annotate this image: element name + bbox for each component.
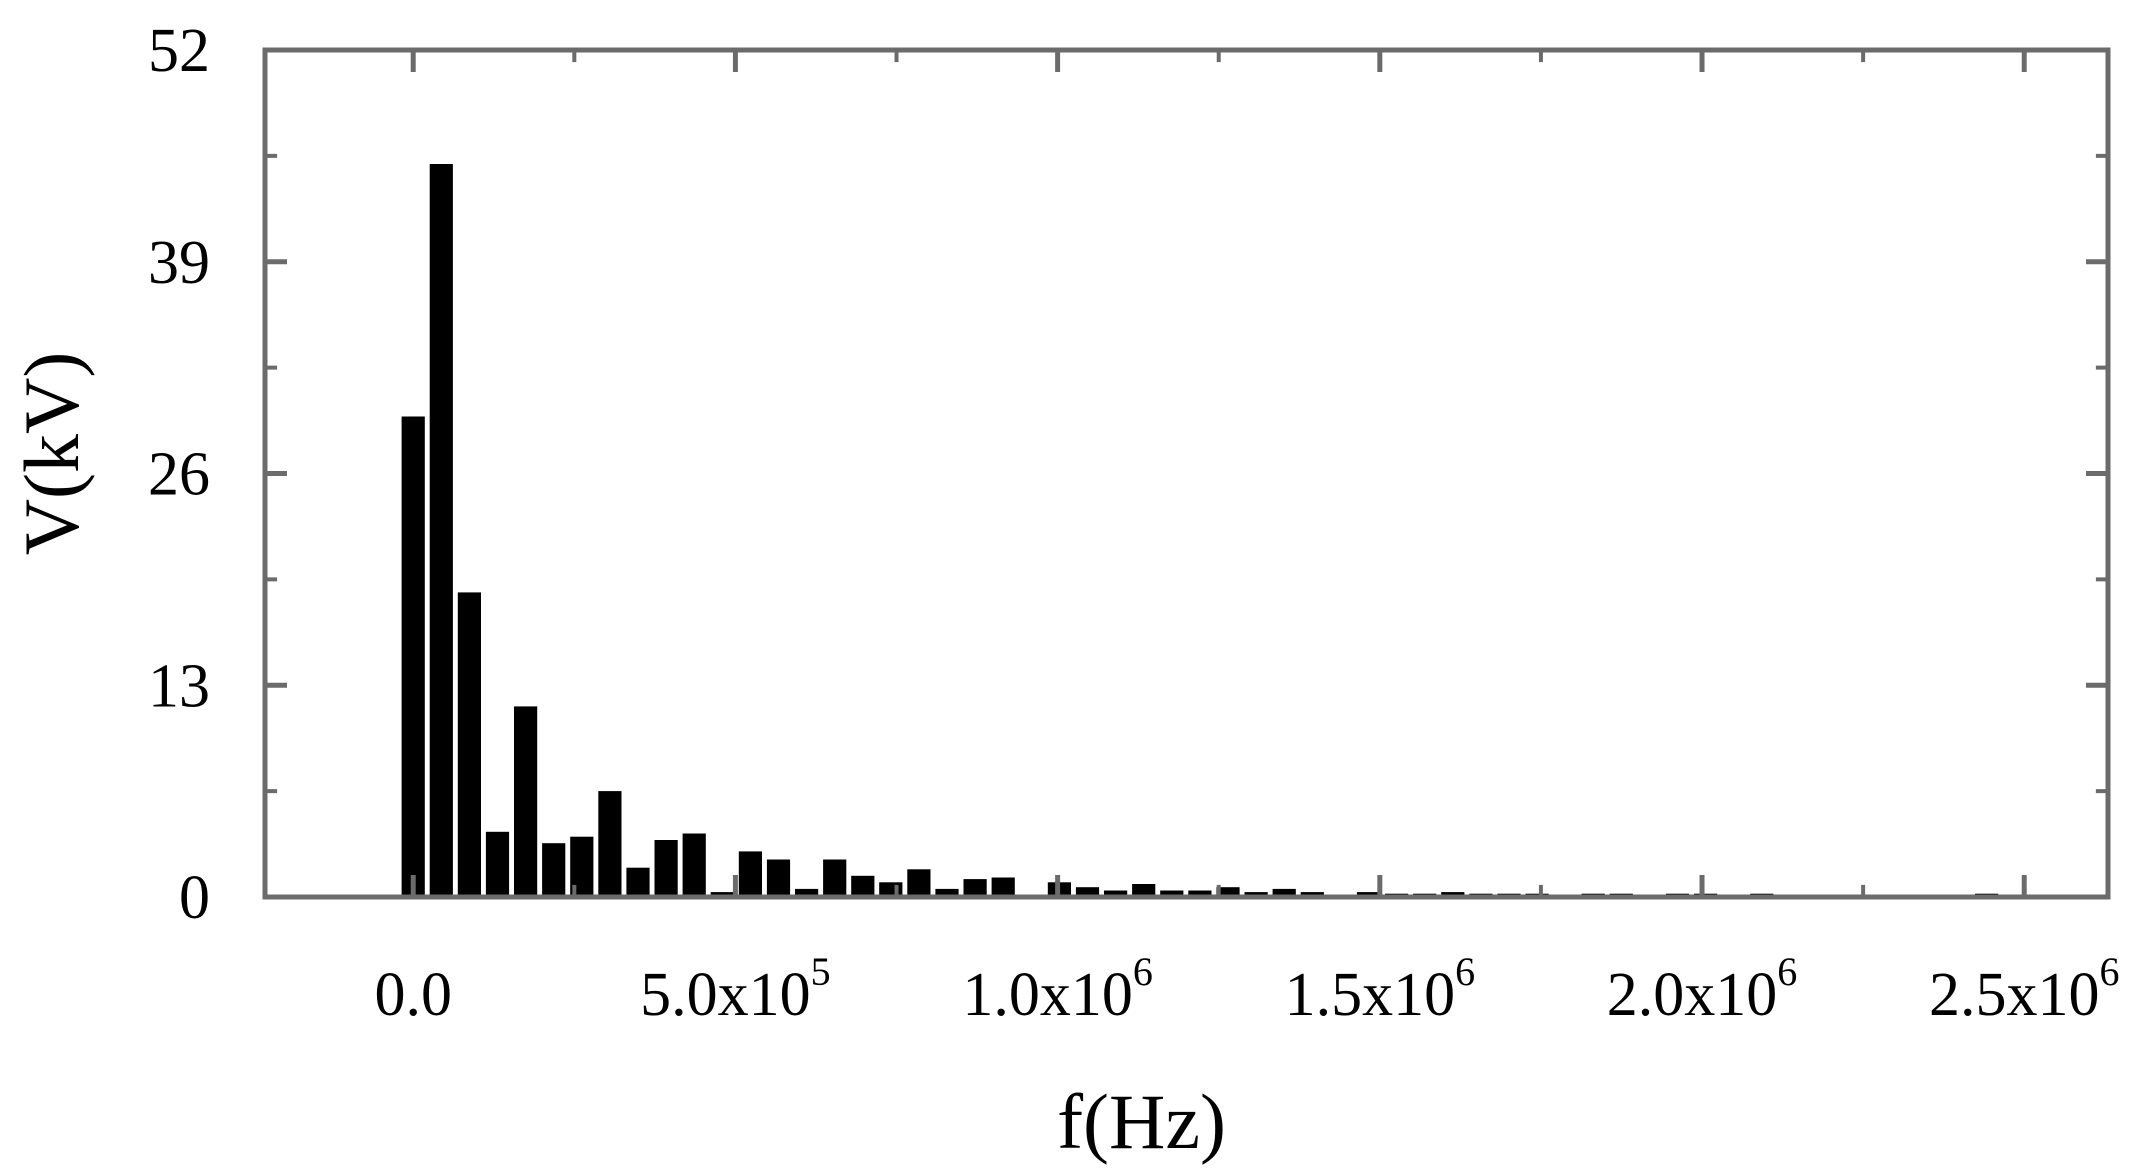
bar <box>766 859 791 897</box>
bar <box>514 706 538 897</box>
bar <box>963 879 987 897</box>
x-tick-label: 5.0x105 <box>640 949 831 1029</box>
bar <box>1104 890 1128 897</box>
bar <box>570 836 594 897</box>
bar <box>457 592 481 897</box>
bar <box>738 851 762 897</box>
bar <box>1160 890 1184 897</box>
x-tick-label: 1.5x106 <box>1285 949 1476 1029</box>
bar <box>682 833 706 897</box>
plot-frame <box>262 47 2111 900</box>
bar <box>1272 888 1296 897</box>
bar <box>823 859 847 897</box>
bar <box>626 867 650 897</box>
bar <box>935 888 959 897</box>
bar <box>1216 887 1240 897</box>
bar-series <box>401 164 2083 897</box>
bar <box>485 831 510 897</box>
y-tick-label: 26 <box>148 441 210 509</box>
bar <box>1132 884 1156 897</box>
x-tick-label: 2.0x106 <box>1607 949 1798 1029</box>
y-tick-label: 0 <box>179 864 210 932</box>
bar <box>401 416 425 897</box>
y-tick-label: 52 <box>148 17 210 85</box>
y-tick-labels: 0 13 26 39 52 <box>148 17 210 932</box>
bar <box>851 875 875 897</box>
bar <box>1188 890 1212 897</box>
bar <box>907 869 931 897</box>
y-tick-label: 13 <box>148 652 210 720</box>
axis-ticks <box>265 47 2108 900</box>
x-tick-label: 2.5x106 <box>1929 949 2120 1029</box>
bar <box>542 843 566 897</box>
bar <box>1075 887 1100 897</box>
bar <box>598 791 622 897</box>
bar <box>654 840 678 897</box>
bar <box>429 164 453 897</box>
x-tick-label: 0.0 <box>374 961 452 1029</box>
y-tick-label: 39 <box>148 229 210 297</box>
x-tick-label: 1.0x106 <box>962 949 1153 1029</box>
bar <box>795 888 819 897</box>
x-tick-labels: 0.0 5.0x105 1.0x106 1.5x106 2.0x106 2.5x106 <box>374 949 2119 1029</box>
y-axis-label: V(kV) <box>8 352 95 556</box>
x-axis-label: f(Hz) <box>1057 1078 1226 1165</box>
bar <box>991 877 1015 897</box>
